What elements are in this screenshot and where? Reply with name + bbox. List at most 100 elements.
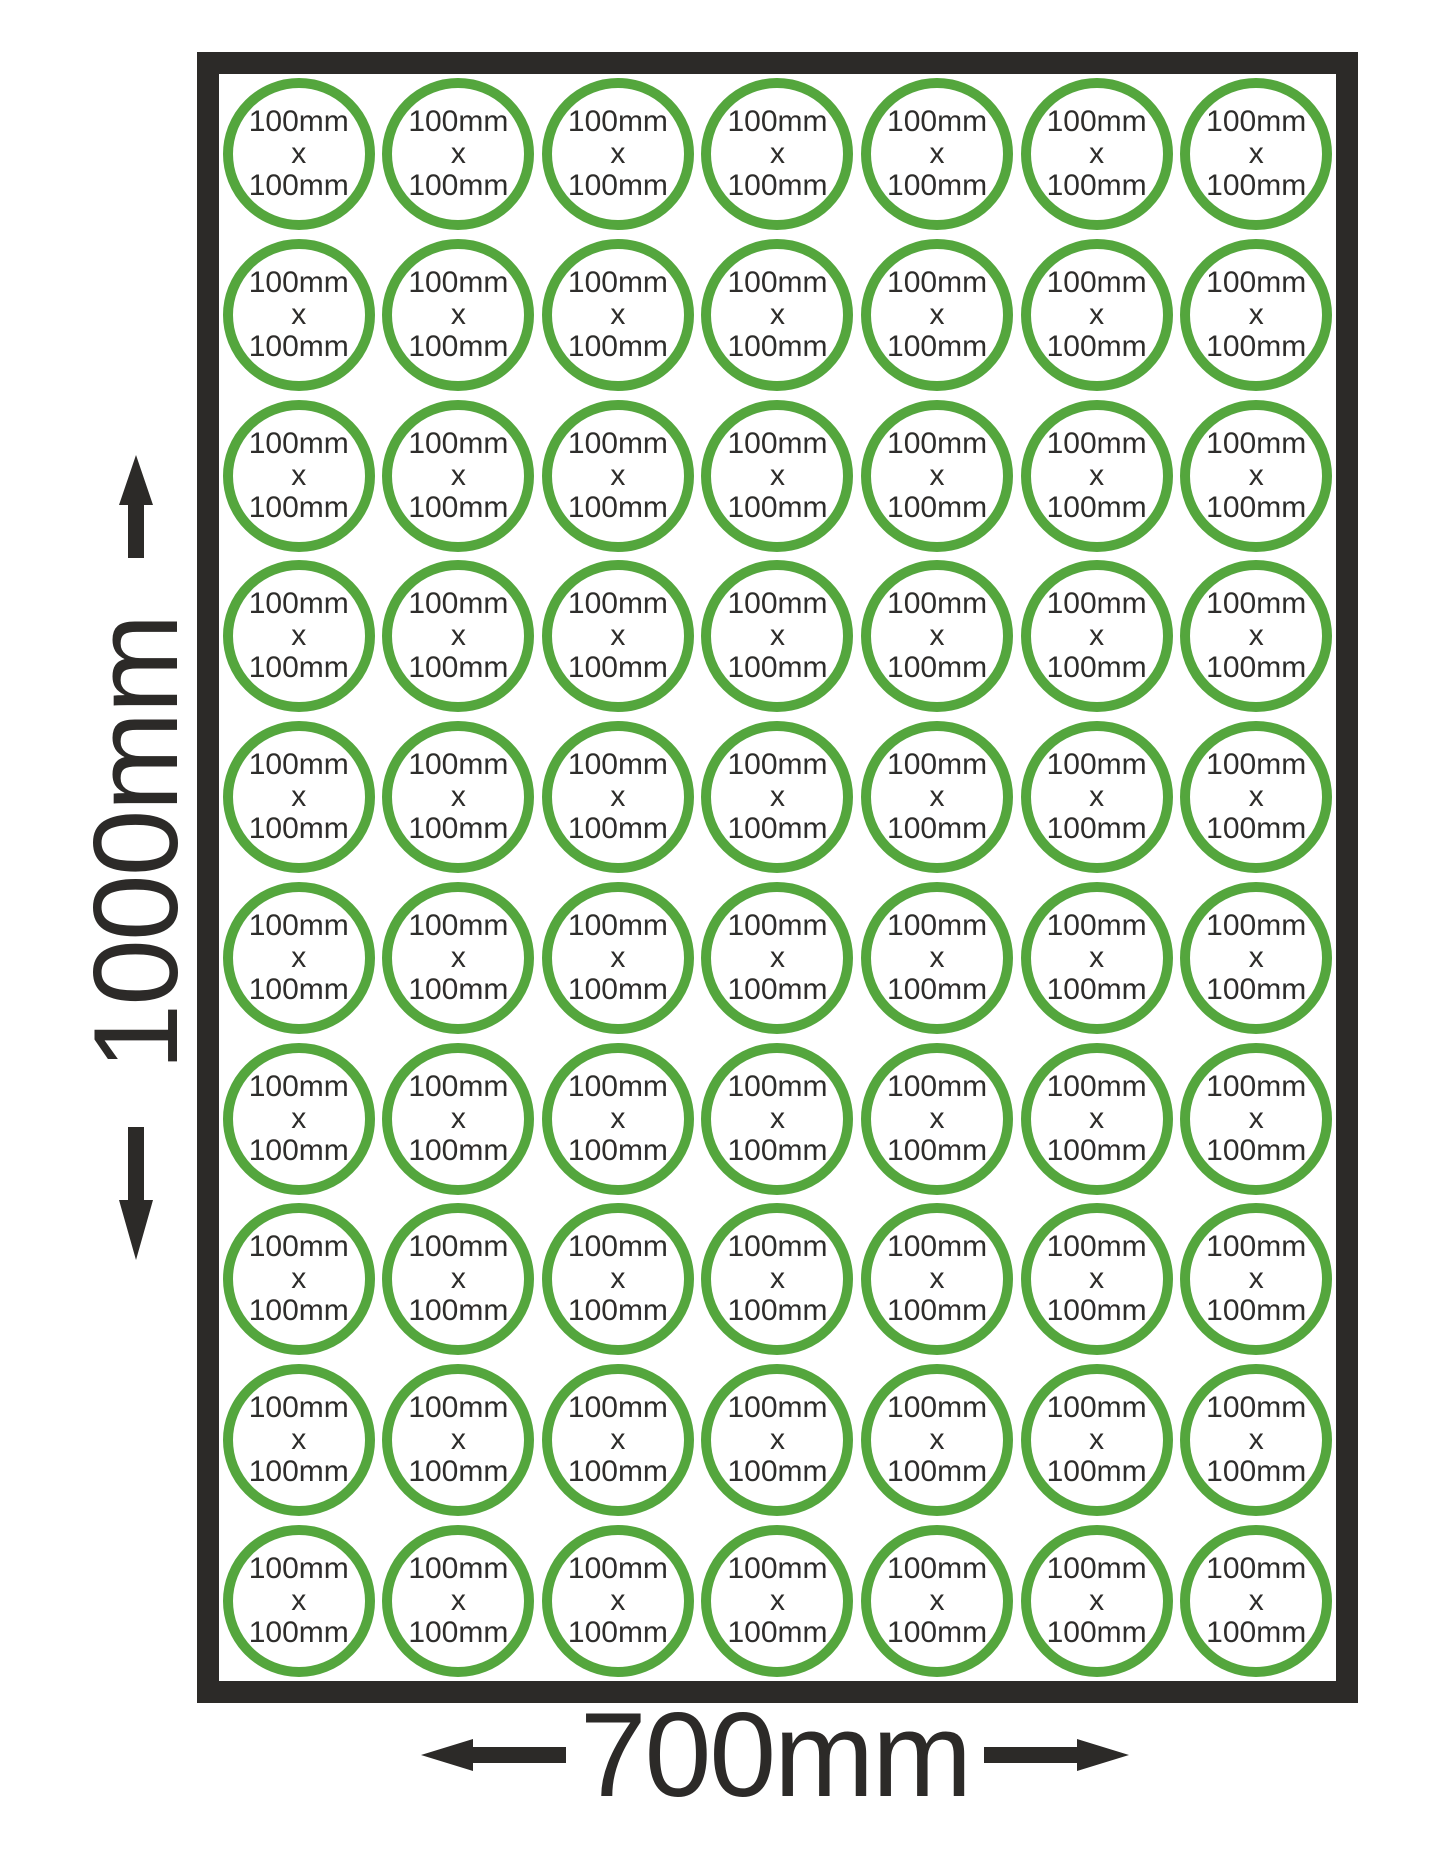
sticker-circle: 100mm x 100mm bbox=[541, 78, 694, 231]
sticker-circle: 100mm x 100mm bbox=[222, 721, 375, 874]
sticker-size-label: 100mm x 100mm bbox=[1206, 426, 1307, 524]
sticker-circle: 100mm x 100mm bbox=[1180, 239, 1333, 392]
width-dimension: 700mm bbox=[395, 1692, 1155, 1818]
sticker-size-label: 100mm x 100mm bbox=[248, 426, 349, 524]
sticker-circle: 100mm x 100mm bbox=[861, 1363, 1014, 1516]
sticker-size-label: 100mm x 100mm bbox=[567, 426, 668, 524]
sticker-size-label: 100mm x 100mm bbox=[248, 587, 349, 685]
sticker-size-label: 100mm x 100mm bbox=[248, 1390, 349, 1488]
sticker-circle: 100mm x 100mm bbox=[1180, 1042, 1333, 1195]
sticker-size-label: 100mm x 100mm bbox=[887, 748, 988, 846]
sticker-size-label: 100mm x 100mm bbox=[887, 1551, 988, 1649]
arrow-down-icon bbox=[119, 1127, 153, 1260]
sticker-circle: 100mm x 100mm bbox=[1180, 560, 1333, 713]
arrow-up-icon bbox=[119, 455, 153, 558]
sticker-size-label: 100mm x 100mm bbox=[567, 105, 668, 203]
sticker-circle: 100mm x 100mm bbox=[701, 721, 854, 874]
sticker-size-label: 100mm x 100mm bbox=[1206, 748, 1307, 846]
sticker-circle: 100mm x 100mm bbox=[382, 881, 535, 1034]
sticker-circle: 100mm x 100mm bbox=[701, 1363, 854, 1516]
sticker-size-label: 100mm x 100mm bbox=[567, 266, 668, 364]
sticker-circle: 100mm x 100mm bbox=[1180, 399, 1333, 552]
sticker-circle: 100mm x 100mm bbox=[1020, 78, 1173, 231]
sticker-grid: 100mm x 100mm 100mm x 100mm 100mm x 100mm 100mm x 1… bbox=[219, 74, 1336, 1681]
width-dimension-label: 700mm bbox=[579, 1688, 972, 1822]
sticker-circle: 100mm x 100mm bbox=[1020, 239, 1173, 392]
sticker-circle: 100mm x 100mm bbox=[382, 560, 535, 713]
height-label-area: 1000mm bbox=[69, 558, 203, 1127]
sticker-circle: 100mm x 100mm bbox=[541, 1042, 694, 1195]
sticker-circle: 100mm x 100mm bbox=[861, 560, 1014, 713]
sticker-size-label: 100mm x 100mm bbox=[408, 908, 509, 1006]
sticker-circle: 100mm x 100mm bbox=[861, 721, 1014, 874]
sticker-circle: 100mm x 100mm bbox=[861, 399, 1014, 552]
sticker-circle: 100mm x 100mm bbox=[222, 1203, 375, 1356]
height-dimension-label: 1000mm bbox=[69, 615, 203, 1070]
sticker-circle: 100mm x 100mm bbox=[861, 1524, 1014, 1677]
sticker-circle: 100mm x 100mm bbox=[1180, 721, 1333, 874]
sticker-size-label: 100mm x 100mm bbox=[567, 1230, 668, 1328]
height-dimension: 1000mm bbox=[69, 455, 203, 1260]
sticker-circle: 100mm x 100mm bbox=[222, 1363, 375, 1516]
sticker-size-label: 100mm x 100mm bbox=[408, 1230, 509, 1328]
sticker-size-label: 100mm x 100mm bbox=[727, 1069, 828, 1167]
sticker-size-label: 100mm x 100mm bbox=[408, 1069, 509, 1167]
sticker-size-label: 100mm x 100mm bbox=[1206, 587, 1307, 685]
sticker-size-label: 100mm x 100mm bbox=[408, 1551, 509, 1649]
sticker-size-label: 100mm x 100mm bbox=[567, 908, 668, 1006]
arrow-right-icon bbox=[984, 1739, 1130, 1771]
sticker-size-label: 100mm x 100mm bbox=[1046, 426, 1147, 524]
sticker-size-label: 100mm x 100mm bbox=[727, 1551, 828, 1649]
sticker-size-label: 100mm x 100mm bbox=[567, 1069, 668, 1167]
sticker-size-label: 100mm x 100mm bbox=[248, 266, 349, 364]
sticker-size-label: 100mm x 100mm bbox=[1046, 587, 1147, 685]
sticker-size-label: 100mm x 100mm bbox=[1046, 266, 1147, 364]
sticker-size-label: 100mm x 100mm bbox=[1046, 1551, 1147, 1649]
sticker-size-label: 100mm x 100mm bbox=[727, 748, 828, 846]
sticker-size-label: 100mm x 100mm bbox=[887, 908, 988, 1006]
sticker-size-label: 100mm x 100mm bbox=[1046, 908, 1147, 1006]
sticker-size-label: 100mm x 100mm bbox=[248, 748, 349, 846]
sticker-size-label: 100mm x 100mm bbox=[727, 1390, 828, 1488]
sticker-circle: 100mm x 100mm bbox=[541, 1203, 694, 1356]
sticker-circle: 100mm x 100mm bbox=[701, 1524, 854, 1677]
sticker-size-label: 100mm x 100mm bbox=[248, 105, 349, 203]
sticker-size-label: 100mm x 100mm bbox=[408, 1390, 509, 1488]
sticker-circle: 100mm x 100mm bbox=[541, 1524, 694, 1677]
sticker-circle: 100mm x 100mm bbox=[861, 78, 1014, 231]
sticker-size-label: 100mm x 100mm bbox=[248, 1551, 349, 1649]
sticker-size-label: 100mm x 100mm bbox=[1206, 1551, 1307, 1649]
sticker-circle: 100mm x 100mm bbox=[1180, 1203, 1333, 1356]
sticker-circle: 100mm x 100mm bbox=[541, 881, 694, 1034]
sticker-size-label: 100mm x 100mm bbox=[727, 587, 828, 685]
sticker-circle: 100mm x 100mm bbox=[1180, 78, 1333, 231]
sticker-circle: 100mm x 100mm bbox=[861, 239, 1014, 392]
sticker-size-label: 100mm x 100mm bbox=[887, 426, 988, 524]
sticker-circle: 100mm x 100mm bbox=[222, 560, 375, 713]
sticker-circle: 100mm x 100mm bbox=[701, 881, 854, 1034]
sticker-circle: 100mm x 100mm bbox=[701, 399, 854, 552]
sticker-size-label: 100mm x 100mm bbox=[567, 1551, 668, 1649]
sticker-circle: 100mm x 100mm bbox=[1020, 881, 1173, 1034]
sticker-circle: 100mm x 100mm bbox=[382, 78, 535, 231]
sticker-size-label: 100mm x 100mm bbox=[1046, 1230, 1147, 1328]
sticker-circle: 100mm x 100mm bbox=[1020, 399, 1173, 552]
sticker-circle: 100mm x 100mm bbox=[541, 560, 694, 713]
sticker-size-label: 100mm x 100mm bbox=[408, 105, 509, 203]
sticker-circle: 100mm x 100mm bbox=[701, 239, 854, 392]
sticker-size-label: 100mm x 100mm bbox=[727, 1230, 828, 1328]
sticker-circle: 100mm x 100mm bbox=[861, 881, 1014, 1034]
sticker-size-label: 100mm x 100mm bbox=[248, 1069, 349, 1167]
sticker-circle: 100mm x 100mm bbox=[1180, 1524, 1333, 1677]
sticker-size-label: 100mm x 100mm bbox=[408, 426, 509, 524]
sticker-circle: 100mm x 100mm bbox=[222, 881, 375, 1034]
sticker-size-label: 100mm x 100mm bbox=[1206, 266, 1307, 364]
sticker-circle: 100mm x 100mm bbox=[1180, 881, 1333, 1034]
sticker-sheet: 100mm x 100mm 100mm x 100mm 100mm x 100mm 100mm x 1… bbox=[197, 52, 1358, 1703]
sticker-size-label: 100mm x 100mm bbox=[408, 266, 509, 364]
sticker-circle: 100mm x 100mm bbox=[1020, 1203, 1173, 1356]
sticker-circle: 100mm x 100mm bbox=[1180, 1363, 1333, 1516]
sticker-size-label: 100mm x 100mm bbox=[248, 1230, 349, 1328]
sticker-size-label: 100mm x 100mm bbox=[1046, 748, 1147, 846]
